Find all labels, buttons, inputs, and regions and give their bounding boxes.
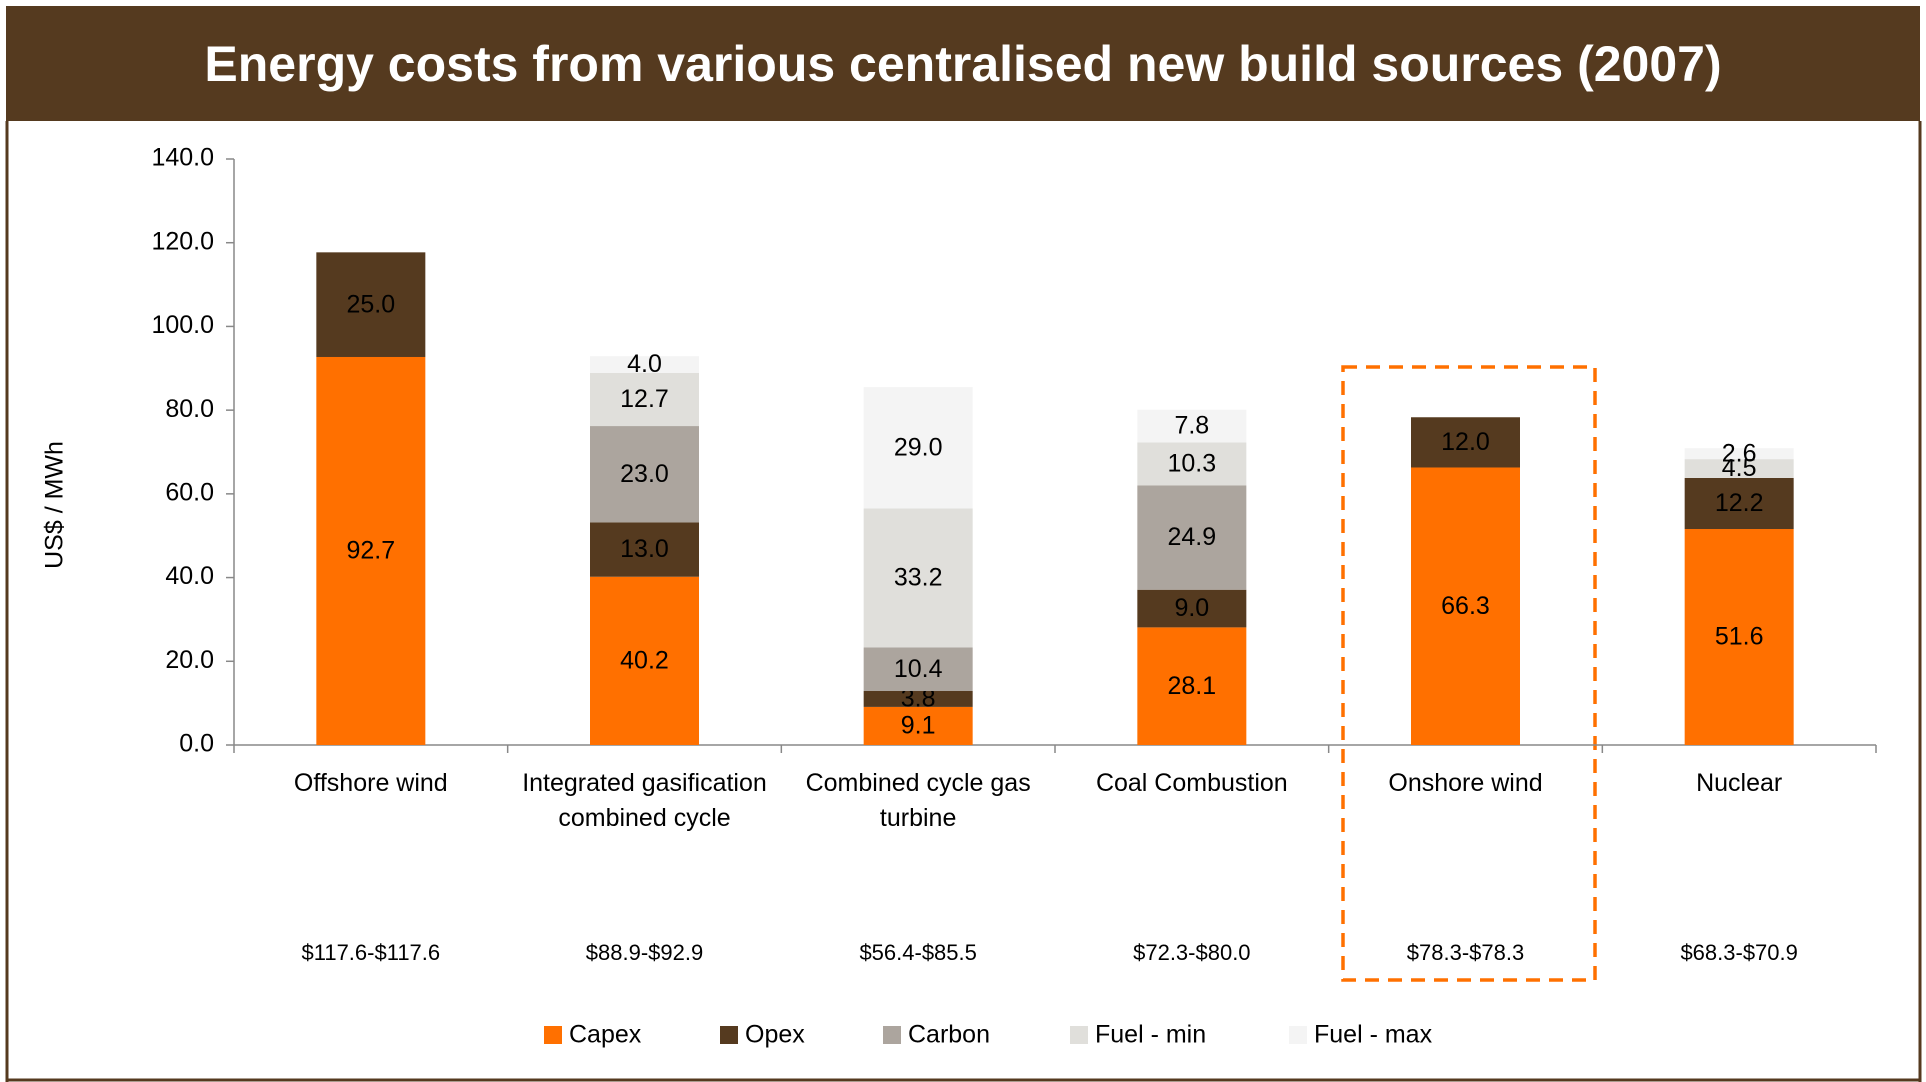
- data-label: 10.3: [1167, 450, 1216, 478]
- bar-segment: [1411, 417, 1520, 468]
- y-tick-label: 20.0: [165, 646, 214, 674]
- cost-range: $78.3-$78.3: [1406, 940, 1525, 965]
- bar-segment: [1411, 467, 1520, 745]
- x-tick-label: Nuclear: [1696, 769, 1783, 797]
- legend-label: Capex: [569, 1021, 642, 1049]
- data-label: 25.0: [346, 290, 395, 318]
- data-label: 92.7: [346, 537, 395, 565]
- x-tick-label: Integrated gasification combined cycle: [522, 769, 767, 832]
- y-tick-label: 80.0: [165, 395, 214, 423]
- data-label: 40.2: [620, 646, 669, 674]
- bar-segment: [590, 372, 699, 427]
- x-tick-label: Coal Combustion: [1095, 769, 1288, 797]
- bar-segment: [590, 426, 699, 523]
- data-label: 33.2: [894, 564, 943, 592]
- x-tick-label: Offshore wind: [293, 769, 448, 797]
- y-tick-label: 100.0: [151, 311, 214, 339]
- bar-segment: [863, 387, 973, 509]
- chart-title: Energy costs from various centralised ne…: [6, 6, 1920, 121]
- data-label: 12.0: [1441, 428, 1490, 456]
- y-tick-label: 0.0: [179, 730, 214, 758]
- bar-segment: [1137, 409, 1247, 443]
- cost-range: $117.6-$117.6: [301, 940, 441, 965]
- bar-segment: [590, 356, 699, 373]
- data-label: 2.6: [1722, 439, 1757, 467]
- bar-segment: [1684, 459, 1794, 478]
- data-label: 66.3: [1441, 592, 1490, 620]
- bar-segment: [863, 691, 973, 707]
- y-tick-label: 40.0: [165, 562, 214, 590]
- bar-segment: [1684, 477, 1794, 530]
- legend-label: Opex: [745, 1021, 805, 1049]
- bar-segment: [1137, 485, 1247, 590]
- data-label: 13.0: [620, 535, 669, 563]
- legend-label: Fuel - min: [1095, 1021, 1206, 1049]
- bar-segment: [1137, 627, 1247, 745]
- bar-segment: [1137, 589, 1247, 628]
- legend-swatch: [883, 1026, 901, 1044]
- bar-segment: [1684, 529, 1794, 745]
- cost-range: $88.9-$92.9: [585, 940, 704, 965]
- data-label: 12.2: [1715, 489, 1764, 517]
- data-label: 9.0: [1174, 594, 1209, 622]
- y-tick-label: 60.0: [165, 478, 214, 506]
- data-label: 7.8: [1174, 412, 1209, 440]
- data-label: 9.1: [901, 712, 936, 740]
- bar-segment: [590, 522, 699, 577]
- cost-range: $56.4-$85.5: [859, 940, 977, 965]
- legend-swatch: [720, 1026, 738, 1044]
- data-label: 12.7: [620, 385, 669, 413]
- legend-swatch: [544, 1026, 562, 1044]
- bar-segment: [590, 576, 699, 745]
- y-tick-label: 140.0: [151, 144, 214, 172]
- bar-segment: [863, 706, 973, 745]
- cost-range: $68.3-$70.9: [1680, 940, 1798, 965]
- data-label: 29.0: [894, 433, 943, 461]
- y-axis-label: US$ / MWh: [41, 441, 69, 569]
- x-tick-label: Onshore wind: [1388, 769, 1543, 797]
- y-tick-label: 120.0: [151, 227, 214, 255]
- data-label: 10.4: [894, 655, 943, 683]
- data-label: 28.1: [1167, 672, 1216, 700]
- legend-swatch: [1289, 1026, 1307, 1044]
- highlight-box: [1341, 365, 1597, 982]
- legend-swatch: [1070, 1026, 1088, 1044]
- bar-segment: [1684, 448, 1794, 460]
- bar-segment: [863, 647, 973, 692]
- data-label: 4.0: [627, 350, 662, 378]
- data-label: 23.0: [620, 460, 669, 488]
- cost-range: $72.3-$80.0: [1133, 940, 1251, 965]
- legend-label: Carbon: [908, 1021, 990, 1049]
- bar-segment: [1137, 442, 1247, 486]
- bar-segment: [316, 356, 426, 745]
- data-label: 24.9: [1167, 523, 1216, 551]
- data-label: 51.6: [1715, 623, 1764, 651]
- x-tick-label: Combined cycle gas turbine: [805, 769, 1031, 832]
- bar-segment: [316, 252, 426, 357]
- legend-label: Fuel - max: [1314, 1021, 1433, 1049]
- bar-segment: [863, 508, 973, 648]
